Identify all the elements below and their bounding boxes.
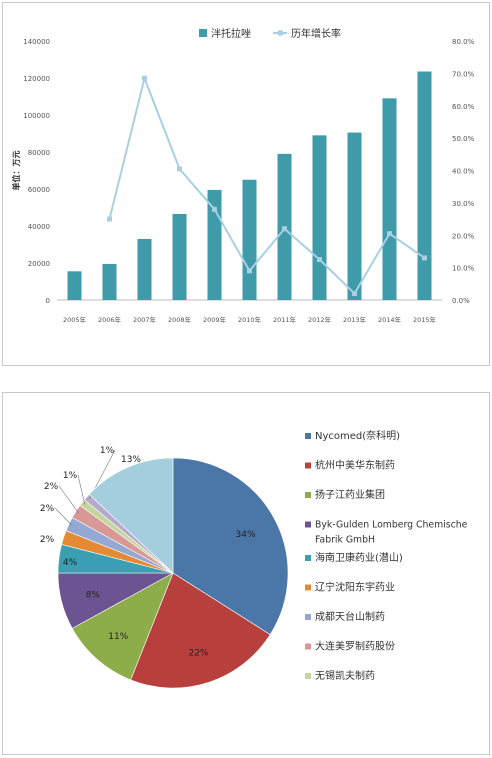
legend-label: 扬子江药业集团 <box>315 488 385 501</box>
pie-data-label: 2% <box>40 535 55 545</box>
legend-label: Byk-Gulden Lomberg Chemische Fabrik GmbH <box>315 520 468 546</box>
y-tick-label: 140000 <box>23 38 50 46</box>
legend-label: 杭州中美华东制药 <box>315 459 395 472</box>
x-tick-label: 2012年 <box>308 315 332 324</box>
legend-swatch <box>305 492 311 498</box>
x-tick-label: 2005年 <box>63 315 87 324</box>
pie-slice <box>172 457 289 636</box>
y-tick-label: 0 <box>46 297 50 305</box>
y-tick-label: 40000 <box>28 223 50 231</box>
bar <box>207 189 222 300</box>
growth-rate-point <box>212 206 217 212</box>
leader-line <box>77 474 86 505</box>
legend-swatch <box>305 673 311 679</box>
x-tick-label: 2011年 <box>273 315 297 324</box>
y2-tick-label: 20.0% <box>452 232 475 240</box>
legend-label: 大连美罗制药股份 <box>315 640 395 653</box>
legend-label: 辽宁沈阳东宇药业 <box>315 581 395 594</box>
x-tick-label: 2014年 <box>378 315 402 324</box>
pie-data-label: 1% <box>63 471 78 481</box>
x-tick-label: 2009年 <box>203 315 227 324</box>
legend-swatch <box>305 555 311 561</box>
y2-tick-label: 50.0% <box>452 135 475 143</box>
pie-slice <box>71 572 174 681</box>
y2-tick-label: 30.0% <box>452 200 475 208</box>
y2-tick-label: 80.0% <box>452 38 475 46</box>
leader-line <box>54 507 73 526</box>
market-share-pie-chart: 34% 22% 11% 8% 4% 2% 2% 2% 1% 1% 13% Nycomed(奈科明) 杭州… <box>40 429 468 689</box>
bar <box>312 135 327 300</box>
pie-data-label: 11% <box>108 632 128 642</box>
pie-data-label: 22% <box>189 649 209 659</box>
growth-rate-point <box>107 216 112 222</box>
bar-line-chart: 0 20000 40000 60000 80000 100000 120000 140000 0… <box>11 27 475 324</box>
pie-data-label: 8% <box>86 591 101 601</box>
bar <box>347 132 362 300</box>
growth-rate-point <box>422 255 427 261</box>
pie-slice <box>130 572 271 689</box>
bar <box>137 238 152 300</box>
legend-swatch <box>305 584 311 591</box>
x-tick-label: 2007年 <box>133 315 157 324</box>
legend-swatch <box>305 521 311 528</box>
pie-data-label: 34% <box>236 530 256 540</box>
pie-data-label: 1% <box>100 446 115 456</box>
legend-bar-label: 泮托拉唑 <box>211 27 251 40</box>
bar <box>102 263 117 300</box>
x-tick-label: 2015年 <box>413 315 437 324</box>
y2-tick-label: 40.0% <box>452 168 475 176</box>
legend-swatch <box>305 433 311 439</box>
y2-tick-label: 70.0% <box>452 70 475 78</box>
y-tick-label: 80000 <box>28 149 50 157</box>
pie-data-label: 2% <box>44 482 59 492</box>
y-tick-label: 120000 <box>23 75 50 83</box>
y-axis-label: 单位：万元 <box>11 151 21 191</box>
pie-data-label: 2% <box>40 504 55 514</box>
legend-line-label: 历年增长率 <box>291 27 341 40</box>
y2-tick-label: 60.0% <box>452 103 475 111</box>
x-tick-label: 2010年 <box>238 315 262 324</box>
pie-data-label: 4% <box>63 558 78 568</box>
y-tick-label: 20000 <box>28 260 50 268</box>
legend-swatch <box>305 643 311 650</box>
y2-tick-label: 0.0% <box>452 297 470 305</box>
growth-rate-point <box>247 268 252 274</box>
y-tick-label: 60000 <box>28 186 50 194</box>
growth-rate-line <box>108 74 426 296</box>
bar <box>172 213 187 300</box>
legend-swatch <box>305 462 311 469</box>
y-tick-label: 100000 <box>23 112 50 120</box>
pie-slice <box>88 457 174 574</box>
legend-bar-swatch <box>199 29 207 37</box>
x-tick-label: 2008年 <box>168 315 192 324</box>
leader-line <box>58 485 80 514</box>
bar <box>67 271 82 300</box>
bar <box>417 71 432 301</box>
legend-swatch <box>305 614 311 620</box>
legend-label: 无锡凯夫制药 <box>315 669 375 682</box>
growth-rate-point <box>387 231 392 237</box>
market-share-panel: 34% 22% 11% 8% 4% 2% 2% 2% 1% 1% 13% Nycomed(奈科明) 杭州… <box>2 392 490 755</box>
growth-rate-point <box>317 257 322 263</box>
legend-label: 成都天台山制药 <box>315 610 385 623</box>
growth-rate-point <box>142 75 147 81</box>
growth-chart-panel: 0 20000 40000 60000 80000 100000 120000 140000 0… <box>2 2 490 366</box>
legend-line-marker <box>278 30 283 36</box>
y2-tick-label: 10.0% <box>452 265 475 273</box>
growth-rate-point <box>282 226 287 232</box>
legend-label: Nycomed(奈科明) <box>315 429 400 442</box>
growth-rate-point <box>177 166 182 172</box>
x-tick-label: 2006年 <box>98 315 122 324</box>
bar <box>242 179 257 300</box>
x-tick-label: 2013年 <box>343 315 367 324</box>
growth-rate-point <box>352 291 357 297</box>
legend-label: 海南卫康药业(潜山) <box>315 551 403 564</box>
pie-data-label: 13% <box>121 455 141 465</box>
bar <box>382 98 397 300</box>
